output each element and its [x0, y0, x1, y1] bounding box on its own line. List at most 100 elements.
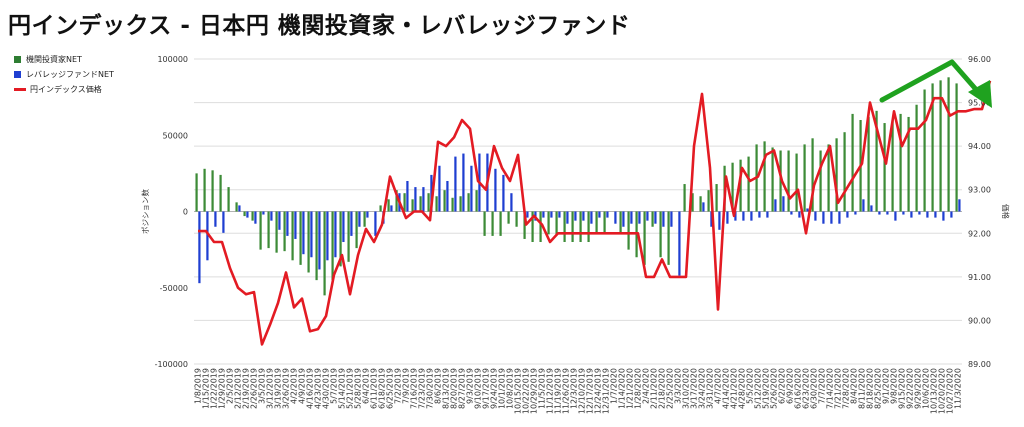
bar-institutional: [275, 211, 278, 253]
bar-institutional: [747, 156, 750, 212]
bar-institutional: [571, 211, 574, 242]
x-tick-label: 10/8/2019: [506, 368, 515, 409]
legend-swatch-price: [14, 88, 26, 91]
right-tick-label: 90.00: [968, 316, 991, 325]
bar-institutional: [811, 138, 814, 212]
bar-leveraged: [718, 211, 721, 230]
bar-institutional: [739, 159, 742, 212]
bar-leveraged: [670, 211, 673, 227]
bar-institutional: [379, 205, 382, 212]
x-tick-label: 9/29/2020: [914, 368, 923, 409]
bar-institutional: [299, 211, 302, 265]
x-tick-label: 10/6/2020: [922, 368, 931, 409]
bar-institutional: [539, 211, 542, 242]
bar-leveraged: [214, 211, 217, 227]
bar-leveraged: [430, 174, 433, 212]
bar-leveraged: [646, 211, 649, 221]
bar-leveraged: [854, 211, 857, 215]
bar-institutional: [779, 150, 782, 212]
bar-institutional: [427, 193, 430, 212]
left-tick-label: -100000: [155, 360, 188, 369]
bar-leveraged: [654, 211, 657, 224]
bar-institutional: [283, 211, 286, 252]
x-tick-label: 2/4/2020: [642, 368, 651, 404]
bar-institutional: [795, 153, 798, 212]
bar-leveraged: [942, 211, 945, 221]
x-tick-label: 8/18/2020: [866, 368, 875, 409]
x-tick-label: 5/5/2020: [746, 368, 755, 404]
bar-institutional: [267, 211, 270, 249]
bar-leveraged: [918, 211, 921, 215]
bar-institutional: [587, 211, 590, 242]
x-tick-label: 8/13/2019: [442, 368, 451, 409]
x-tick-label: 4/9/2019: [298, 368, 307, 404]
bar-leveraged: [438, 165, 441, 212]
bar-institutional: [195, 173, 198, 212]
x-tick-label: 8/4/2020: [850, 368, 859, 404]
bar-leveraged: [678, 211, 681, 276]
bar-institutional: [883, 123, 886, 212]
bar-leveraged: [302, 211, 305, 255]
bar-institutional: [699, 196, 702, 212]
x-tick-label: 12/31/2019: [602, 368, 611, 414]
bar-institutional: [603, 211, 606, 235]
trend-arrow-head: [968, 80, 992, 108]
bar-institutional: [827, 144, 830, 212]
bar-institutional: [467, 193, 470, 212]
x-tick-label: 5/28/2019: [354, 368, 363, 409]
x-tick-label: 3/24/2020: [698, 368, 707, 409]
bar-institutional: [419, 196, 422, 212]
x-tick-label: 10/29/2019: [530, 368, 539, 414]
trend-arrow-icon: [879, 59, 992, 108]
bar-institutional: [939, 80, 942, 212]
bar-leveraged: [342, 211, 345, 242]
legend-item-leveraged: レバレッジファンドNET: [14, 67, 114, 82]
bar-leveraged: [950, 211, 953, 218]
bar-leveraged: [598, 211, 601, 218]
bar-leveraged: [566, 211, 569, 224]
x-tick-label: 9/8/2020: [890, 368, 899, 404]
bar-leveraged: [614, 211, 617, 224]
right-tick-label: 94.00: [968, 142, 991, 151]
x-tick-label: 7/9/2019: [402, 368, 411, 404]
bar-leveraged: [630, 211, 633, 224]
x-tick-label: 11/12/2019: [546, 368, 555, 414]
bar-institutional: [763, 141, 766, 212]
left-tick-label: 0: [183, 208, 188, 217]
price-series-line: [198, 80, 992, 346]
x-tick-label: 3/31/2020: [706, 368, 715, 409]
legend-label-institutional: 機関投資家NET: [26, 55, 82, 64]
x-tick-label: 1/7/2020: [610, 368, 619, 404]
bar-institutional: [555, 211, 558, 235]
y-axis-left-label: ポジション数: [140, 189, 150, 234]
bar-leveraged: [462, 153, 465, 212]
bar-leveraged: [294, 211, 297, 239]
bar-institutional: [507, 211, 510, 224]
x-tick-label: 3/3/2020: [674, 368, 683, 404]
bar-leveraged: [582, 211, 585, 221]
bar-leveraged: [926, 211, 929, 218]
bar-leveraged: [662, 211, 665, 227]
bar-leveraged: [310, 211, 313, 258]
x-tick-label: 6/23/2020: [802, 368, 811, 409]
y-axis-right-label: 価格: [1001, 204, 1011, 219]
x-tick-label: 1/15/2019: [202, 368, 211, 409]
x-tick-label: 2/19/2019: [242, 368, 251, 409]
x-tick-label: 4/7/2020: [714, 368, 723, 404]
bar-leveraged: [822, 211, 825, 224]
bar-leveraged: [638, 211, 641, 224]
x-tick-label: 5/7/2019: [330, 368, 339, 404]
bar-institutional: [395, 190, 398, 212]
bar-institutional: [643, 211, 646, 265]
bar-leveraged: [326, 211, 329, 261]
x-tick-label: 8/11/2020: [858, 368, 867, 409]
x-tick-label: 11/26/2019: [562, 368, 571, 414]
bar-leveraged: [254, 211, 257, 224]
bar-leveraged: [270, 211, 273, 221]
bar-institutional: [499, 211, 502, 236]
bar-institutional: [947, 77, 950, 212]
bar-institutional: [307, 211, 310, 273]
x-tick-label: 11/5/2019: [538, 368, 547, 409]
x-tick-label: 1/14/2020: [618, 368, 627, 409]
